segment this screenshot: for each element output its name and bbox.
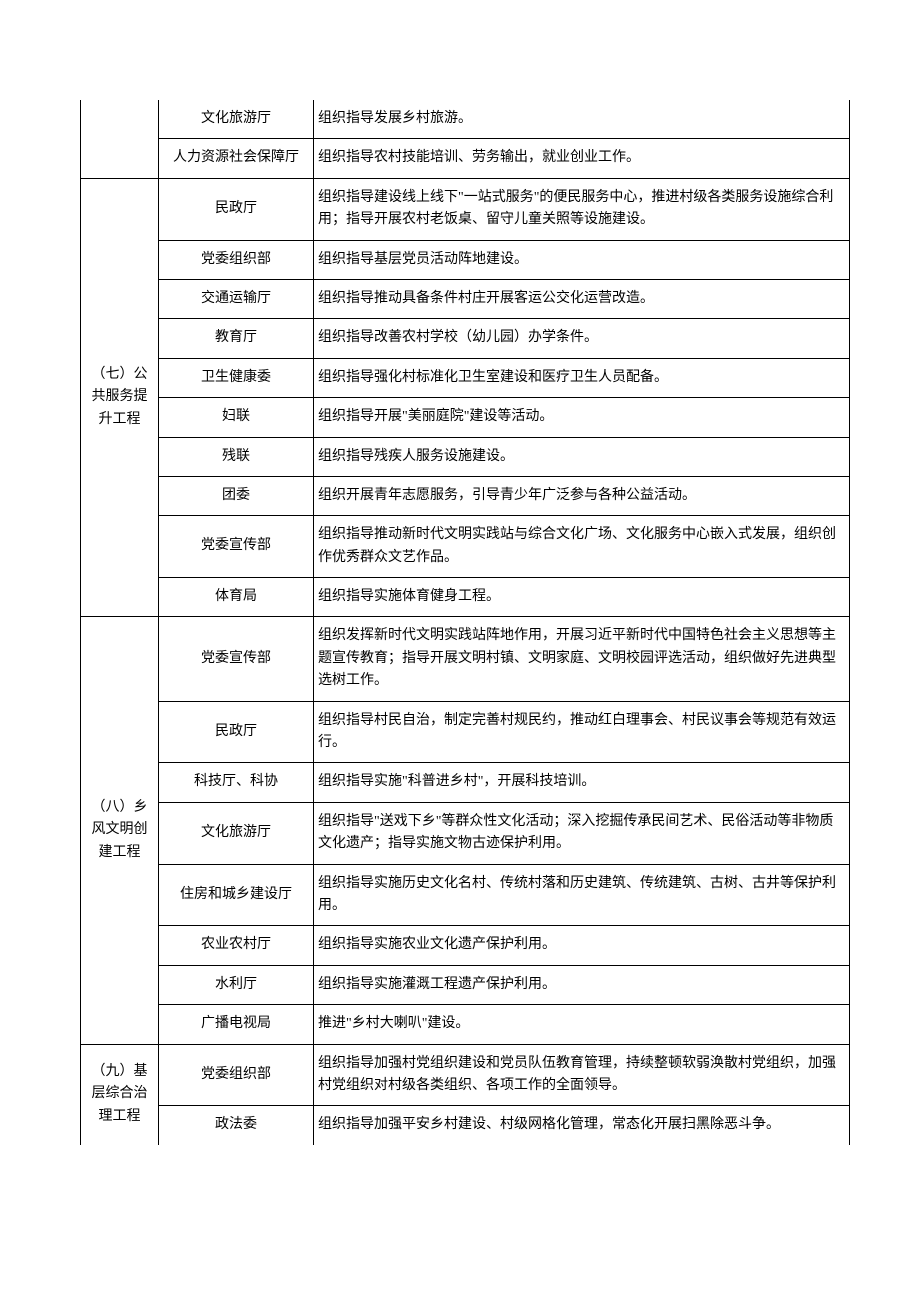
desc-cell: 推进"乡村大喇叭"建设。 (314, 1005, 850, 1044)
table-row: 民政厅 组织指导村民自治，制定完善村规民约，推动红白理事会、村民议事会等规范有效… (81, 701, 850, 763)
table-row: 交通运输厅 组织指导推动具备条件村庄开展客运公交化运营改造。 (81, 279, 850, 318)
desc-cell: 组织指导残疾人服务设施建设。 (314, 437, 850, 476)
desc-cell: 组织指导实施体育健身工程。 (314, 578, 850, 617)
desc-cell: 组织指导农村技能培训、劳务输出，就业创业工作。 (314, 139, 850, 178)
dept-cell: 人力资源社会保障厅 (159, 139, 314, 178)
desc-cell: 组织指导改善农村学校（幼儿园）办学条件。 (314, 319, 850, 358)
desc-cell: 组织指导实施灌溉工程遗产保护利用。 (314, 965, 850, 1004)
dept-cell: 住房和城乡建设厅 (159, 864, 314, 926)
category-cell: （八）乡风文明创建工程 (81, 617, 159, 1044)
dept-cell: 广播电视局 (159, 1005, 314, 1044)
table-row: 科技厅、科协 组织指导实施"科普进乡村"，开展科技培训。 (81, 763, 850, 802)
table-row: 体育局 组织指导实施体育健身工程。 (81, 578, 850, 617)
dept-cell: 残联 (159, 437, 314, 476)
desc-cell: 组织指导建设线上线下"一站式服务"的便民服务中心，推进村级各类服务设施综合利用；… (314, 178, 850, 240)
table-row: 政法委 组织指导加强平安乡村建设、村级网格化管理，常态化开展扫黑除恶斗争。 (81, 1106, 850, 1145)
desc-cell: 组织指导加强平安乡村建设、村级网格化管理，常态化开展扫黑除恶斗争。 (314, 1106, 850, 1145)
dept-cell: 民政厅 (159, 701, 314, 763)
desc-cell: 组织开展青年志愿服务，引导青少年广泛参与各种公益活动。 (314, 476, 850, 515)
desc-cell: 组织指导"送戏下乡"等群众性文化活动；深入挖掘传承民间艺术、民俗活动等非物质文化… (314, 802, 850, 864)
dept-cell: 体育局 (159, 578, 314, 617)
dept-cell: 政法委 (159, 1106, 314, 1145)
dept-cell: 团委 (159, 476, 314, 515)
table-row: 文化旅游厅 组织指导"送戏下乡"等群众性文化活动；深入挖掘传承民间艺术、民俗活动… (81, 802, 850, 864)
desc-cell: 组织指导推动新时代文明实践站与综合文化广场、文化服务中心嵌入式发展，组织创作优秀… (314, 516, 850, 578)
category-cell: （七）公共服务提升工程 (81, 178, 159, 617)
dept-cell: 党委宣传部 (159, 617, 314, 701)
table-row: 团委 组织开展青年志愿服务，引导青少年广泛参与各种公益活动。 (81, 476, 850, 515)
table-row: 住房和城乡建设厅 组织指导实施历史文化名村、传统村落和历史建筑、传统建筑、古树、… (81, 864, 850, 926)
table-row: 人力资源社会保障厅 组织指导农村技能培训、劳务输出，就业创业工作。 (81, 139, 850, 178)
desc-cell: 组织指导村民自治，制定完善村规民约，推动红白理事会、村民议事会等规范有效运行。 (314, 701, 850, 763)
dept-cell: 妇联 (159, 398, 314, 437)
desc-cell: 组织指导强化村标准化卫生室建设和医疗卫生人员配备。 (314, 358, 850, 397)
table-row: 广播电视局 推进"乡村大喇叭"建设。 (81, 1005, 850, 1044)
table-row: 妇联 组织指导开展"美丽庭院"建设等活动。 (81, 398, 850, 437)
desc-cell: 组织指导实施历史文化名村、传统村落和历史建筑、传统建筑、古树、古井等保护利用。 (314, 864, 850, 926)
dept-cell: 农业农村厅 (159, 926, 314, 965)
table-row: （八）乡风文明创建工程 党委宣传部 组织发挥新时代文明实践站阵地作用，开展习近平… (81, 617, 850, 701)
dept-cell: 水利厅 (159, 965, 314, 1004)
table-row: （九）基层综合治理工程 党委组织部 组织指导加强村党组织建设和党员队伍教育管理，… (81, 1044, 850, 1106)
dept-cell: 交通运输厅 (159, 279, 314, 318)
table-row: （七）公共服务提升工程 民政厅 组织指导建设线上线下"一站式服务"的便民服务中心… (81, 178, 850, 240)
responsibility-table: 文化旅游厅 组织指导发展乡村旅游。 人力资源社会保障厅 组织指导农村技能培训、劳… (80, 100, 850, 1145)
desc-cell: 组织指导实施"科普进乡村"，开展科技培训。 (314, 763, 850, 802)
desc-cell: 组织指导推动具备条件村庄开展客运公交化运营改造。 (314, 279, 850, 318)
dept-cell: 科技厅、科协 (159, 763, 314, 802)
dept-cell: 党委宣传部 (159, 516, 314, 578)
dept-cell: 党委组织部 (159, 240, 314, 279)
dept-cell: 民政厅 (159, 178, 314, 240)
dept-cell: 文化旅游厅 (159, 100, 314, 139)
desc-cell: 组织指导加强村党组织建设和党员队伍教育管理，持续整顿软弱涣散村党组织，加强村党组… (314, 1044, 850, 1106)
dept-cell: 文化旅游厅 (159, 802, 314, 864)
dept-cell: 教育厅 (159, 319, 314, 358)
table-row: 教育厅 组织指导改善农村学校（幼儿园）办学条件。 (81, 319, 850, 358)
table-row: 文化旅游厅 组织指导发展乡村旅游。 (81, 100, 850, 139)
dept-cell: 党委组织部 (159, 1044, 314, 1106)
desc-cell: 组织指导发展乡村旅游。 (314, 100, 850, 139)
table-row: 水利厅 组织指导实施灌溉工程遗产保护利用。 (81, 965, 850, 1004)
dept-cell: 卫生健康委 (159, 358, 314, 397)
category-cell (81, 100, 159, 178)
category-cell: （九）基层综合治理工程 (81, 1044, 159, 1145)
table-row: 党委组织部 组织指导基层党员活动阵地建设。 (81, 240, 850, 279)
desc-cell: 组织指导实施农业文化遗产保护利用。 (314, 926, 850, 965)
table-row: 农业农村厅 组织指导实施农业文化遗产保护利用。 (81, 926, 850, 965)
desc-cell: 组织指导基层党员活动阵地建设。 (314, 240, 850, 279)
table-row: 残联 组织指导残疾人服务设施建设。 (81, 437, 850, 476)
table-row: 卫生健康委 组织指导强化村标准化卫生室建设和医疗卫生人员配备。 (81, 358, 850, 397)
desc-cell: 组织指导开展"美丽庭院"建设等活动。 (314, 398, 850, 437)
desc-cell: 组织发挥新时代文明实践站阵地作用，开展习近平新时代中国特色社会主义思想等主题宣传… (314, 617, 850, 701)
table-row: 党委宣传部 组织指导推动新时代文明实践站与综合文化广场、文化服务中心嵌入式发展，… (81, 516, 850, 578)
